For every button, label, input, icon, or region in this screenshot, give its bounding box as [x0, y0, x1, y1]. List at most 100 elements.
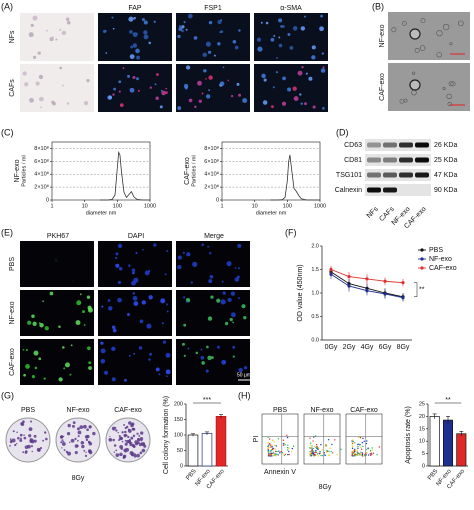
- event: [317, 455, 320, 457]
- event: [364, 454, 366, 457]
- colony: [81, 444, 85, 449]
- colony: [126, 439, 130, 444]
- cell: [164, 273, 167, 276]
- event: [287, 444, 289, 446]
- colony: [126, 434, 128, 437]
- protein-label: CD63: [344, 142, 362, 149]
- cell: [232, 40, 237, 44]
- cell: [44, 326, 49, 331]
- event: [286, 436, 289, 439]
- event: [272, 439, 274, 442]
- y-tick-label: 1.0: [311, 290, 319, 296]
- legend-marker: [420, 248, 424, 252]
- cell: [207, 245, 210, 248]
- cell: [185, 65, 191, 70]
- colony: [27, 444, 31, 449]
- cell: [311, 45, 316, 50]
- cell: [61, 84, 64, 87]
- blot-band: [367, 172, 381, 178]
- colony: [84, 454, 88, 457]
- event: [319, 452, 321, 455]
- blot-band: [415, 157, 429, 163]
- colony: [39, 447, 43, 450]
- blot-band: [383, 187, 397, 193]
- vesicle: [436, 52, 442, 58]
- event: [312, 447, 315, 450]
- point: [329, 267, 333, 272]
- cell: [319, 26, 324, 32]
- colony: [65, 450, 69, 454]
- event: [267, 436, 269, 439]
- colony: [28, 427, 33, 432]
- cell: [205, 78, 207, 80]
- cell: [39, 322, 44, 328]
- vesicle: [409, 79, 421, 91]
- cell: [287, 87, 292, 92]
- cell: [132, 32, 138, 38]
- cell: [185, 28, 188, 31]
- cell: [287, 33, 291, 36]
- event: [270, 446, 272, 448]
- cell: [166, 375, 168, 377]
- cell: [243, 316, 247, 320]
- y-tick-label: 2×10⁸: [34, 184, 49, 191]
- event: [321, 454, 324, 457]
- event: [351, 447, 354, 450]
- colony: [87, 440, 91, 444]
- cell: [193, 36, 198, 40]
- cell: [260, 21, 263, 24]
- colony: [139, 437, 144, 441]
- cell: [31, 375, 35, 379]
- event: [351, 445, 354, 448]
- colony: [76, 427, 80, 431]
- cell: [270, 37, 275, 42]
- group-label: NF-exo: [311, 407, 334, 414]
- cell: [22, 71, 27, 76]
- colony: [63, 449, 66, 451]
- cell: [119, 103, 124, 108]
- event: [359, 444, 361, 446]
- event: [267, 450, 270, 453]
- cell: [133, 16, 136, 20]
- cell: [38, 357, 42, 361]
- event: [272, 447, 274, 449]
- event: [290, 451, 293, 453]
- micrograph: [98, 339, 172, 385]
- x-tick-label: 10: [252, 203, 258, 209]
- cell: [188, 13, 193, 19]
- cell: [82, 310, 85, 314]
- cell: [24, 82, 29, 87]
- cell: [30, 23, 34, 28]
- colony: [72, 421, 76, 425]
- cell: [200, 348, 203, 351]
- cell: [216, 345, 220, 349]
- cell: [58, 325, 61, 329]
- x-tick-label: 10: [82, 203, 88, 209]
- colony: [143, 444, 147, 448]
- cell: [243, 366, 248, 370]
- y-tick-label: 8×10⁸: [204, 145, 219, 152]
- cell: [49, 291, 54, 296]
- event: [269, 444, 272, 446]
- colony: [134, 440, 138, 444]
- cell: [161, 322, 164, 325]
- cell: [183, 20, 186, 24]
- cell: [70, 344, 73, 347]
- cell: [222, 291, 226, 295]
- colony: [20, 437, 22, 440]
- event: [361, 441, 364, 444]
- event: [311, 452, 313, 455]
- blot-band: [367, 187, 381, 193]
- blot-band: [383, 157, 397, 163]
- event: [311, 448, 313, 450]
- cell: [66, 17, 70, 21]
- vesicle: [446, 93, 452, 100]
- cell: [88, 366, 92, 370]
- colony: [128, 441, 132, 445]
- cell: [49, 37, 54, 42]
- colony: [19, 433, 23, 437]
- cell: [32, 15, 38, 21]
- colony: [124, 439, 127, 442]
- event: [282, 444, 285, 446]
- cell: [182, 251, 185, 254]
